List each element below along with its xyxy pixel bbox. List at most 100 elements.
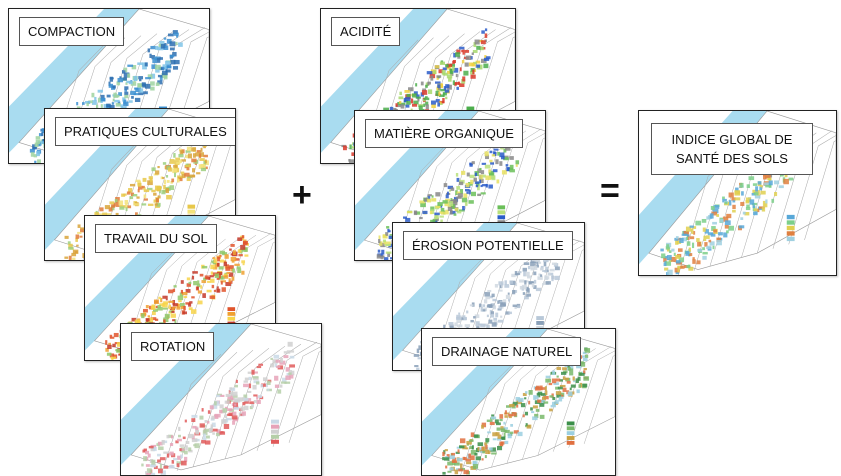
map-patch — [224, 254, 229, 259]
map-patch — [713, 229, 718, 233]
map-patch — [411, 93, 417, 98]
map-patch — [415, 83, 418, 87]
map-patch — [232, 250, 236, 255]
card-label: ACIDITÉ — [331, 17, 401, 46]
map-patch — [169, 47, 175, 51]
map-patch — [68, 243, 73, 249]
map-patch — [422, 88, 427, 92]
map-patch — [462, 49, 465, 55]
map-patch — [695, 220, 702, 226]
map-patch — [458, 312, 461, 315]
map-patch — [133, 93, 139, 96]
map-patch — [204, 275, 209, 280]
map-patch — [732, 200, 736, 203]
map-patch — [702, 251, 708, 255]
map-patch — [488, 169, 491, 174]
map-patch — [166, 180, 170, 183]
map-patch — [272, 359, 278, 364]
map-patch — [158, 446, 164, 451]
map-patch — [256, 399, 261, 404]
map-patch — [452, 59, 456, 64]
map-patch — [247, 390, 252, 393]
map-patch — [422, 210, 428, 215]
map-patch — [219, 250, 226, 255]
map-patch — [675, 260, 681, 264]
map-patch — [137, 62, 143, 65]
map-patch — [486, 314, 489, 318]
map-patch — [179, 292, 184, 297]
map-patch — [456, 177, 460, 182]
map-patch — [576, 363, 582, 369]
map-patch — [399, 100, 402, 104]
map-patch — [109, 201, 115, 205]
map-patch — [72, 249, 79, 254]
map-patch — [231, 411, 237, 416]
map-patch — [223, 273, 229, 276]
map-patch — [464, 62, 469, 67]
map-patch — [522, 392, 527, 397]
map-patch — [497, 300, 500, 304]
map-patch — [163, 74, 168, 80]
map-patch — [524, 397, 527, 400]
map-patch — [454, 462, 460, 466]
map-patch — [419, 200, 425, 204]
map-patch — [91, 92, 95, 98]
map-patch — [162, 295, 167, 299]
boundary — [483, 36, 515, 131]
map-patch — [482, 184, 488, 187]
map-patch — [160, 297, 163, 303]
map-patch — [202, 265, 208, 269]
map-patch — [165, 188, 170, 194]
map-patch — [516, 305, 521, 309]
map-patch — [762, 200, 766, 207]
map-patch — [473, 61, 477, 65]
map-patch — [475, 321, 480, 326]
map-patch — [216, 277, 220, 280]
map-patch — [723, 232, 728, 238]
map-patch — [388, 235, 395, 240]
map-patch — [526, 293, 532, 297]
map-patch — [154, 185, 161, 191]
map-patch — [387, 228, 390, 233]
map-patch — [687, 234, 690, 237]
map-patch — [143, 189, 150, 193]
map-patch — [172, 168, 178, 174]
map-patch — [186, 146, 192, 151]
map-patch — [196, 172, 201, 175]
map-patch — [179, 150, 184, 155]
map-patch — [216, 288, 221, 293]
map-patch — [470, 455, 475, 461]
map-patch — [778, 185, 784, 189]
map-patch — [418, 105, 423, 110]
map-patch — [452, 462, 456, 466]
map-patch — [221, 275, 226, 278]
map-patch — [413, 354, 420, 357]
map-patch — [556, 394, 561, 398]
map-patch — [748, 176, 755, 181]
map-patch — [115, 202, 120, 207]
map-patch — [427, 194, 432, 197]
map-patch — [457, 457, 463, 462]
map-patch — [145, 471, 149, 475]
map-patch — [539, 414, 545, 419]
map-patch — [709, 241, 715, 246]
map-patch — [579, 372, 585, 376]
map-patch — [671, 256, 677, 262]
map-patch — [203, 433, 206, 439]
map-patch — [483, 299, 488, 304]
map-patch — [484, 164, 491, 169]
map-patch — [348, 159, 355, 163]
map-patch — [545, 375, 551, 379]
map-patch — [122, 77, 127, 81]
map-patch — [760, 185, 763, 188]
map-patch — [686, 241, 691, 246]
legend-swatch — [536, 321, 544, 325]
map-patch — [169, 185, 175, 191]
map-patch — [141, 463, 144, 467]
map-patch — [84, 100, 91, 104]
map-patch — [512, 304, 518, 308]
map-patch — [131, 95, 134, 99]
map-patch — [518, 271, 522, 274]
map-patch — [211, 284, 215, 289]
map-patch — [665, 261, 672, 266]
